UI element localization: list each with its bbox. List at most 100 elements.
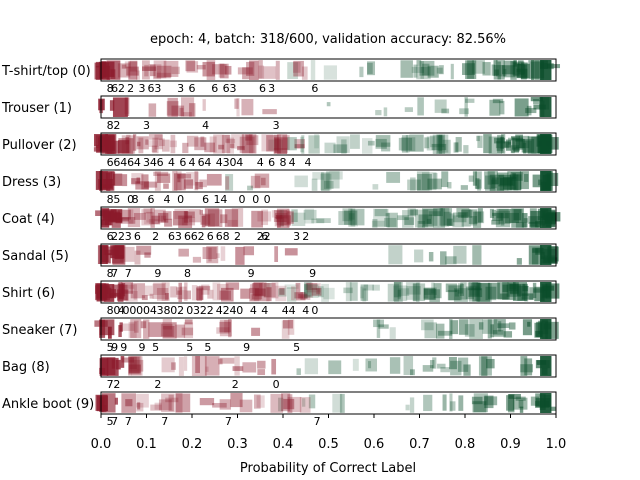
predicted-label-annotation: 9 xyxy=(154,267,161,280)
wrong-sample-thumb xyxy=(259,283,270,302)
predicted-label-annotation: 2 xyxy=(264,230,271,243)
correct-sample-thumb xyxy=(389,357,401,374)
wrong-sample-thumb xyxy=(156,72,171,79)
correct-sample-thumb xyxy=(478,356,492,376)
wrong-sample-thumb xyxy=(231,134,245,149)
correct-sample-thumb xyxy=(420,61,425,79)
correct-sample-thumb xyxy=(513,62,520,77)
wrong-sample-thumb xyxy=(281,393,291,412)
wrong-sample-thumb xyxy=(154,209,166,222)
wrong-sample-thumb xyxy=(251,283,263,300)
wrong-sample-thumb xyxy=(121,393,136,413)
predicted-label-annotation: 5 xyxy=(107,415,114,428)
correct-sample-thumb xyxy=(279,209,284,227)
correct-sample-thumb xyxy=(412,283,426,302)
wrong-sample-thumb xyxy=(104,249,119,256)
correct-sample-thumb xyxy=(492,98,504,104)
wrong-sample-thumb xyxy=(143,181,158,188)
predicted-label-annotation: 8 xyxy=(107,119,114,132)
correct-sample-thumb xyxy=(467,282,481,291)
wrong-sample-thumb xyxy=(183,179,194,189)
correct-sample-thumb xyxy=(529,221,539,228)
wrong-sample-thumb xyxy=(186,135,199,147)
correct-sample-thumb xyxy=(427,65,439,78)
wrong-sample-thumb xyxy=(148,64,162,71)
wrong-sample-thumb xyxy=(96,287,112,299)
correct-sample-thumb xyxy=(496,138,503,151)
wrong-sample-thumb xyxy=(257,211,272,222)
row-4: Coat (4)62 2 3 6 2 6 3 6 6 2 6 6 8 2 262 3 2 xyxy=(2,206,561,243)
predicted-label-annotation: 0 xyxy=(143,304,150,317)
correct-sample-thumb xyxy=(455,137,462,152)
correct-sample-thumb xyxy=(336,136,350,153)
predicted-label-annotation: 3 xyxy=(143,119,150,132)
predicted-label-annotation: 2 xyxy=(232,378,239,391)
correct-sample-thumb xyxy=(441,171,449,188)
predicted-label-annotation: 2 xyxy=(111,230,118,243)
correct-sample-thumb xyxy=(416,60,422,67)
predicted-label-annotation: 6 xyxy=(207,230,214,243)
correct-sample-thumb xyxy=(503,177,517,190)
wrong-sample-thumb xyxy=(169,140,177,148)
row-thumbnails xyxy=(95,282,560,302)
correct-sample-thumb xyxy=(449,401,456,411)
wrong-sample-thumb xyxy=(194,137,207,151)
chart-title: epoch: 4, batch: 318/600, validation acc… xyxy=(150,32,506,47)
wrong-sample-thumb xyxy=(246,135,259,146)
correct-sample-thumb xyxy=(473,211,482,228)
correct-sample-thumb xyxy=(407,179,421,191)
predicted-label-annotation: 4 xyxy=(236,156,243,169)
wrong-sample-thumb xyxy=(100,405,107,413)
correct-sample-thumb xyxy=(314,134,319,149)
wrong-sample-thumb xyxy=(249,284,254,294)
correct-sample-thumb xyxy=(459,283,465,296)
wrong-sample-thumb xyxy=(218,63,225,78)
correct-sample-thumb xyxy=(302,398,306,407)
wrong-sample-thumb xyxy=(212,64,227,75)
wrong-sample-thumb xyxy=(149,64,156,77)
correct-sample-thumb xyxy=(532,282,537,299)
correct-sample-thumb xyxy=(342,208,353,222)
correct-sample-thumb xyxy=(493,60,498,77)
wrong-sample-thumb xyxy=(242,67,250,80)
predicted-label-annotation: 6 xyxy=(157,156,164,169)
wrong-sample-thumb xyxy=(287,396,302,413)
correct-sample-thumb xyxy=(450,63,454,80)
wrong-sample-thumb xyxy=(295,282,301,301)
wrong-sample-thumb xyxy=(153,60,167,79)
wrong-sample-thumb xyxy=(136,141,141,147)
wrong-sample-thumb xyxy=(120,356,125,368)
correct-sample-thumb xyxy=(524,285,529,302)
correct-sample-thumb xyxy=(264,282,272,298)
confident-correct-cluster xyxy=(540,60,552,80)
correct-sample-thumb xyxy=(323,180,334,189)
correct-sample-thumb xyxy=(436,323,445,339)
correct-sample-thumb xyxy=(375,138,387,149)
correct-sample-thumb xyxy=(320,173,332,191)
wrong-sample-thumb xyxy=(280,138,289,153)
wrong-sample-thumb xyxy=(109,289,116,299)
correct-sample-thumb xyxy=(481,356,488,376)
predicted-label-annotation: 2 xyxy=(152,230,159,243)
wrong-sample-thumb xyxy=(239,136,255,153)
wrong-sample-thumb xyxy=(160,323,173,337)
predicted-label-annotation: 4 xyxy=(204,156,211,169)
correct-sample-thumb xyxy=(426,136,435,151)
correct-sample-thumb xyxy=(433,208,446,228)
predicted-label-annotation: 6 xyxy=(127,156,134,169)
correct-sample-thumb xyxy=(329,171,343,180)
wrong-sample-thumb xyxy=(219,321,231,333)
correct-sample-thumb xyxy=(483,134,492,154)
correct-sample-thumb xyxy=(350,134,360,149)
correct-sample-thumb xyxy=(287,62,299,80)
correct-sample-thumb xyxy=(424,137,430,149)
correct-sample-thumb xyxy=(321,172,330,191)
predicted-label-annotation: 7 xyxy=(125,267,132,280)
predicted-label-annotation: 2 xyxy=(198,230,205,243)
wrong-sample-thumb xyxy=(118,325,122,338)
row-thumbnails xyxy=(98,97,552,117)
wrong-sample-thumb xyxy=(248,134,253,154)
row-3: Dress (3)8 5 08 6 4 0 6 1 4 0 0 0 xyxy=(2,169,559,206)
correct-sample-thumb xyxy=(287,287,297,302)
correct-sample-thumb xyxy=(400,60,413,78)
